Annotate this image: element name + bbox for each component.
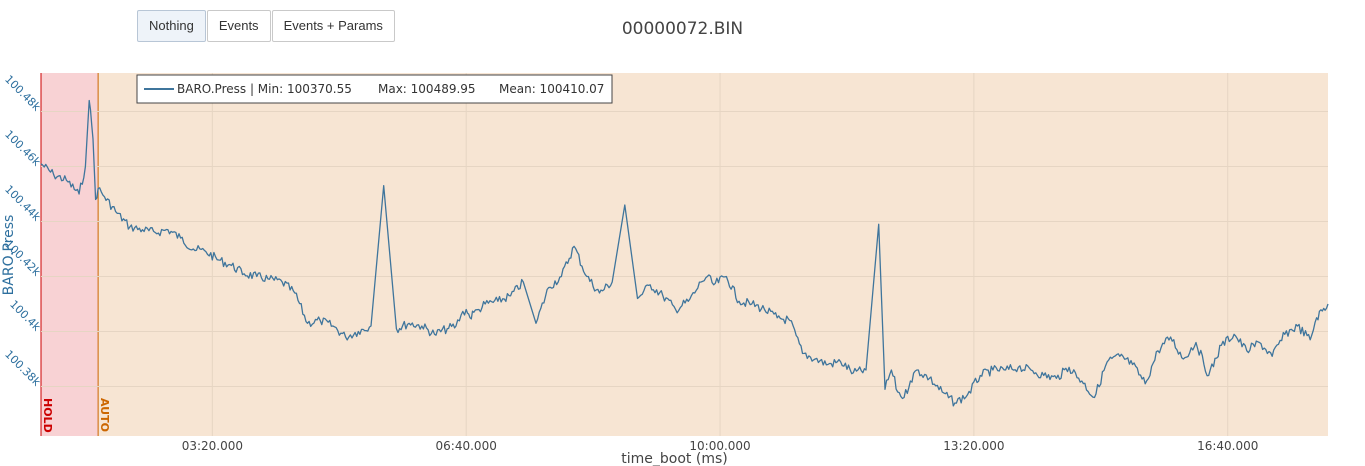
series-line-baro-press [40,99,1329,407]
nothing-button[interactable]: Nothing [137,10,206,42]
y-tick-label: 100.48k [2,73,43,114]
y-tick-label: 100.46k [2,128,43,169]
toolbar: Nothing Events Events + Params [137,10,396,42]
x-tick-label: 03:20.000 [182,439,243,453]
legend-layer: BARO.Press | Min: 100370.55 Max: 100489.9… [136,74,613,104]
legend-max: Max: 100489.95 [378,82,476,96]
flight-mode-region-hold [41,73,99,436]
x-tick-label: 06:40.000 [436,439,497,453]
flight-mode-label-hold: HOLD [41,398,54,433]
flight-mode-label-auto: AUTO [98,398,111,432]
chart-title: 00000072.BIN [621,19,744,39]
x-tick-label: 10:00.000 [689,439,750,453]
x-tick-label: 16:40.000 [1197,439,1258,453]
plot-background-layer [40,73,1329,436]
legend-series-min: BARO.Press | Min: 100370.55 [177,82,352,96]
legend-mean: Mean: 100410.07 [499,82,604,96]
series-layer [40,99,1329,407]
y-tick-label: 100.4k [7,298,43,334]
legend-box [136,74,613,104]
x-tick-label: 13:20.000 [943,439,1004,453]
events-params-button[interactable]: Events + Params [271,10,395,42]
grid-layer [41,73,1328,436]
events-button[interactable]: Events [206,10,271,42]
y-tick-label: 100.38k [2,348,43,389]
flight-mode-region-auto [98,73,1329,436]
y-axis-title: BARO.Press [1,215,17,296]
x-axis-title: time_boot (ms) [621,451,727,466]
